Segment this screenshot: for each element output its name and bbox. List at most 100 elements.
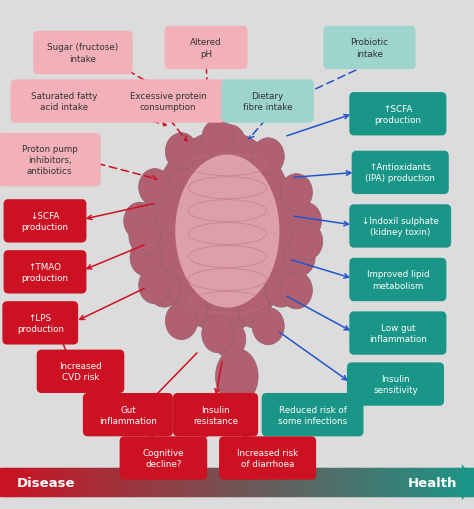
Bar <box>320 468 322 496</box>
Bar <box>317 468 319 496</box>
Bar <box>27 468 29 496</box>
Bar <box>406 468 408 496</box>
Bar <box>65 468 67 496</box>
Bar <box>128 468 130 496</box>
FancyBboxPatch shape <box>0 133 100 187</box>
Text: Probiotic
intake: Probiotic intake <box>350 38 388 59</box>
Bar <box>216 468 219 496</box>
Bar <box>331 468 334 496</box>
Ellipse shape <box>175 291 207 328</box>
Bar <box>253 468 255 496</box>
Bar <box>142 468 144 496</box>
Bar <box>267 468 269 496</box>
Bar <box>125 468 127 496</box>
Bar <box>324 468 326 496</box>
Bar <box>232 468 234 496</box>
Bar <box>246 468 248 496</box>
Bar <box>300 468 302 496</box>
Bar <box>425 468 427 496</box>
Bar <box>268 468 271 496</box>
Bar <box>410 468 412 496</box>
Bar <box>373 468 374 496</box>
Bar <box>100 468 101 496</box>
Ellipse shape <box>165 303 198 340</box>
Bar <box>369 468 372 496</box>
Bar <box>211 468 214 496</box>
Bar <box>186 468 188 496</box>
Bar <box>287 468 290 496</box>
Bar <box>383 468 386 496</box>
Bar <box>319 468 321 496</box>
Bar <box>426 468 428 496</box>
FancyBboxPatch shape <box>349 205 451 248</box>
Bar <box>66 468 68 496</box>
Bar <box>98 468 100 496</box>
Text: Insulin
sensitivity: Insulin sensitivity <box>373 374 418 394</box>
Bar <box>347 468 349 496</box>
Bar <box>240 468 242 496</box>
Bar <box>257 468 259 496</box>
Text: ↑SCFA
production: ↑SCFA production <box>374 104 421 125</box>
Bar <box>145 468 147 496</box>
Bar <box>341 468 343 496</box>
Ellipse shape <box>214 321 246 358</box>
Ellipse shape <box>202 120 234 158</box>
Bar <box>234 468 236 496</box>
Bar <box>14 468 16 496</box>
Bar <box>89 468 91 496</box>
Text: Low gut
inflammation: Low gut inflammation <box>369 323 427 344</box>
Bar <box>381 468 383 496</box>
Bar <box>458 468 460 496</box>
Bar <box>393 468 395 496</box>
Bar <box>155 468 157 496</box>
Bar <box>207 468 209 496</box>
Bar <box>224 468 226 496</box>
Bar <box>93 468 95 496</box>
Bar <box>358 468 360 496</box>
Bar <box>219 468 221 496</box>
Bar <box>3 468 5 496</box>
Bar <box>291 468 292 496</box>
Bar <box>8 468 10 496</box>
Bar <box>20 468 23 496</box>
Bar <box>13 468 15 496</box>
Text: ↓Indoxil sulphate
(kidney toxin): ↓Indoxil sulphate (kidney toxin) <box>362 216 438 237</box>
Bar <box>96 468 99 496</box>
Bar <box>158 468 160 496</box>
Bar <box>433 468 435 496</box>
Ellipse shape <box>252 308 284 345</box>
FancyBboxPatch shape <box>219 436 316 479</box>
Bar <box>163 468 164 496</box>
Bar <box>333 468 335 496</box>
Ellipse shape <box>165 133 198 171</box>
Bar <box>171 468 173 496</box>
Bar <box>254 468 256 496</box>
Bar <box>335 468 337 496</box>
Bar <box>245 468 247 496</box>
Bar <box>115 468 117 496</box>
Bar <box>249 468 252 496</box>
Polygon shape <box>462 464 474 500</box>
Bar <box>283 468 285 496</box>
Bar <box>84 468 86 496</box>
Bar <box>166 468 168 496</box>
Bar <box>339 468 341 496</box>
Bar <box>450 468 452 496</box>
Bar <box>357 468 359 496</box>
Bar <box>464 468 466 496</box>
FancyBboxPatch shape <box>262 393 364 437</box>
Bar <box>456 468 458 496</box>
Bar <box>44 468 46 496</box>
Bar <box>428 468 430 496</box>
Bar <box>421 468 424 496</box>
Bar <box>228 468 229 496</box>
Bar <box>63 468 65 496</box>
Bar <box>376 468 378 496</box>
Bar <box>90 468 92 496</box>
FancyBboxPatch shape <box>111 80 225 123</box>
Bar <box>407 468 410 496</box>
Bar <box>275 468 277 496</box>
Bar <box>328 468 330 496</box>
FancyBboxPatch shape <box>352 152 449 194</box>
Bar <box>448 468 450 496</box>
